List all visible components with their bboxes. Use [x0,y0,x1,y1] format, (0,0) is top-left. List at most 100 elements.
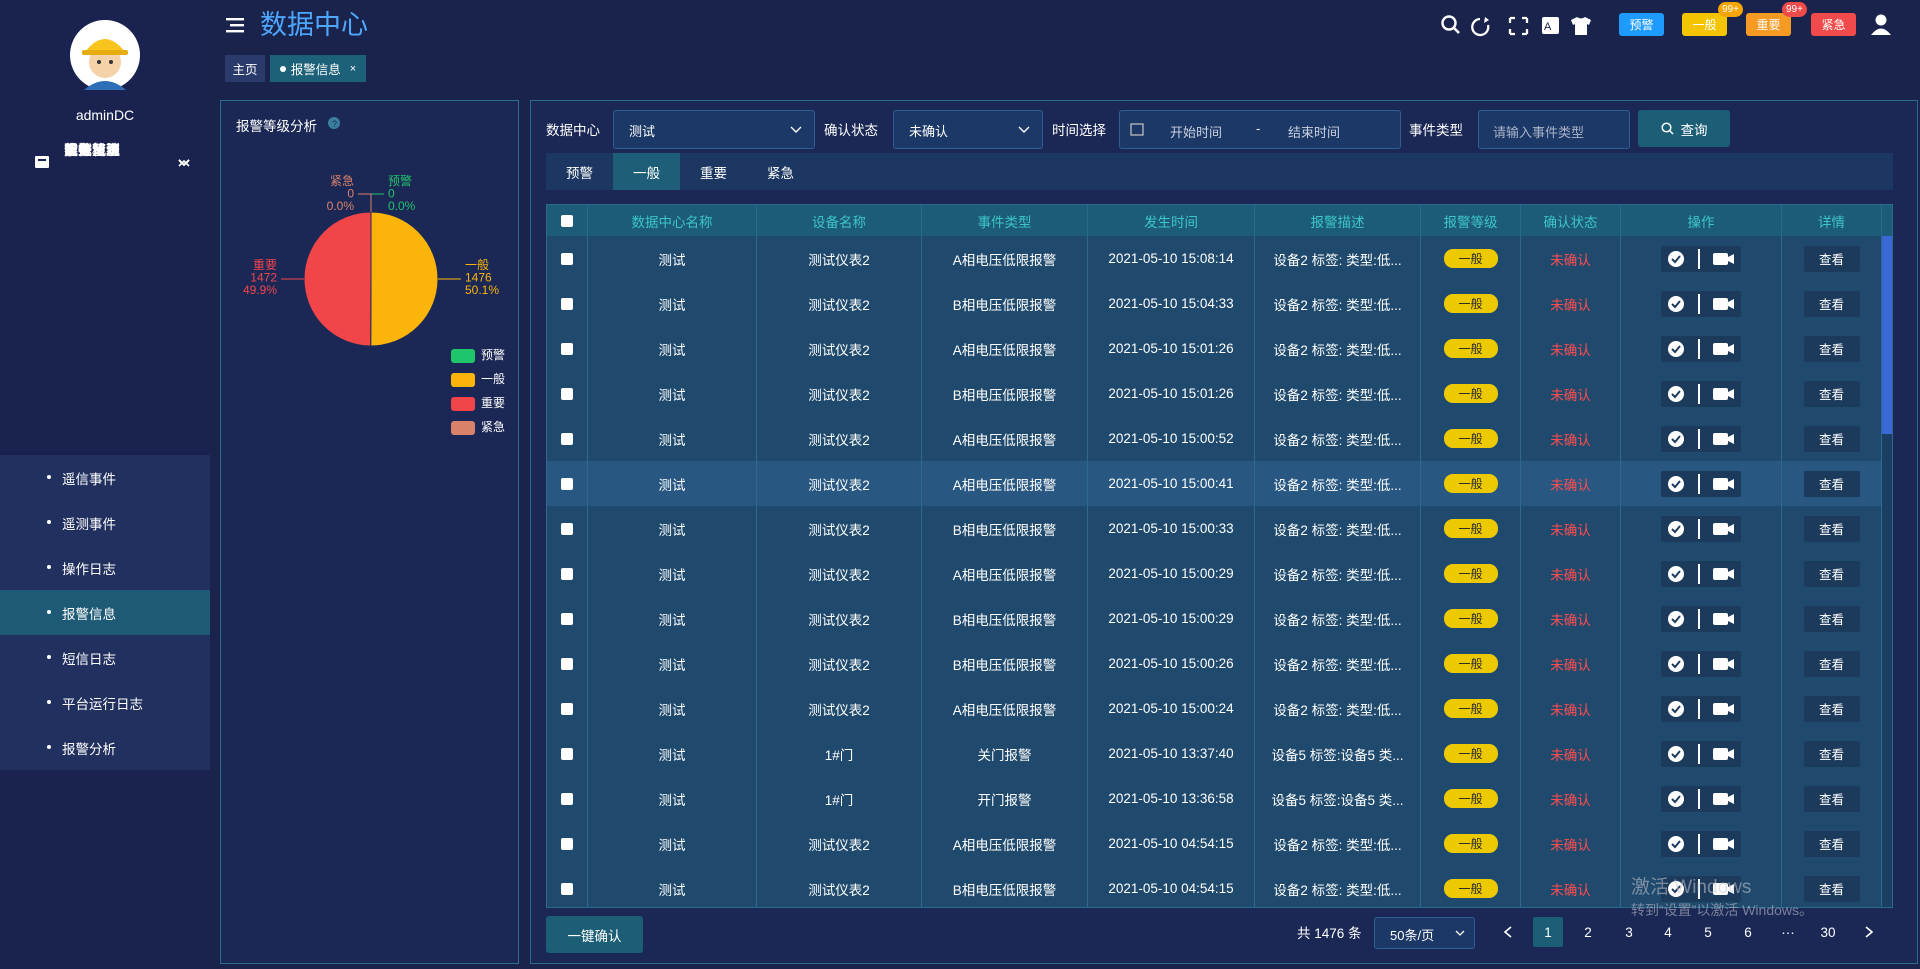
video-icon[interactable] [1713,342,1735,356]
confirm-icon[interactable] [1667,385,1685,403]
confirm-icon[interactable] [1667,475,1685,493]
checkbox[interactable] [561,613,573,625]
confirm-icon[interactable] [1667,295,1685,313]
confirm-icon[interactable] [1667,430,1685,448]
confirm-icon[interactable] [1667,700,1685,718]
checkbox[interactable] [561,298,573,310]
confirm-all-button[interactable]: 一键确认 [546,916,643,953]
video-icon[interactable] [1713,522,1735,536]
checkbox[interactable] [561,215,573,227]
submenu-item[interactable]: 报警信息 [0,590,210,635]
event-type-input[interactable]: 请输入事件类型 [1478,110,1630,149]
checkbox[interactable] [561,433,573,445]
alert-badge[interactable]: 预警 [1619,13,1664,36]
level-tab[interactable]: 一般 [613,153,680,190]
view-button[interactable]: 查看 [1804,606,1860,632]
checkbox[interactable] [561,253,573,265]
page-number[interactable]: 4 [1653,917,1683,947]
video-icon[interactable] [1713,792,1735,806]
view-button[interactable]: 查看 [1804,291,1860,317]
checkbox[interactable] [561,478,573,490]
confirm-icon[interactable] [1667,610,1685,628]
confirm-icon[interactable] [1667,655,1685,673]
checkbox[interactable] [561,793,573,805]
video-icon[interactable] [1713,567,1735,581]
view-button[interactable]: 查看 [1804,831,1860,857]
checkbox[interactable] [561,838,573,850]
level-badge: 一般 [1444,699,1498,718]
page-number[interactable]: 5 [1693,917,1723,947]
menu-toggle[interactable] [226,16,246,34]
user-icon[interactable] [1869,13,1893,37]
submenu-item[interactable]: 操作日志 [0,545,210,590]
submenu-item[interactable]: 遥测事件 [0,500,210,545]
view-button[interactable]: 查看 [1804,561,1860,587]
view-button[interactable]: 查看 [1804,876,1860,902]
page-number[interactable]: 3 [1614,917,1644,947]
alert-badge[interactable]: 一般 [1682,13,1727,36]
tab-close[interactable]: × [350,63,356,75]
confirm-icon[interactable] [1667,565,1685,583]
checkbox[interactable] [561,343,573,355]
video-icon[interactable] [1713,477,1735,491]
page-size-select[interactable]: 50条/页 [1374,917,1475,949]
alert-badge[interactable]: 重要 [1746,13,1791,36]
page-number[interactable]: 1 [1533,917,1563,947]
submenu-item[interactable]: 报警分析 [0,725,210,770]
checkbox[interactable] [561,388,573,400]
submenu-item[interactable]: 遥信事件 [0,455,210,500]
confirm-select[interactable]: 未确认 [893,110,1043,149]
alert-badge[interactable]: 紧急 [1811,13,1856,36]
confirm-icon[interactable] [1667,520,1685,538]
view-button[interactable]: 查看 [1804,246,1860,272]
page-tab[interactable]: 主页 [225,55,265,82]
level-tab[interactable]: 预警 [546,153,613,190]
video-icon[interactable] [1713,252,1735,266]
data-center-select[interactable]: 测试 [613,110,815,149]
submenu-item[interactable]: 平台运行日志 [0,680,210,725]
view-button[interactable]: 查看 [1804,426,1860,452]
confirm-icon[interactable] [1667,835,1685,853]
video-icon[interactable] [1713,612,1735,626]
checkbox[interactable] [561,703,573,715]
legend-label: 紧急 [481,419,505,434]
next-page[interactable] [1864,926,1874,938]
prev-page[interactable] [1503,926,1513,938]
video-icon[interactable] [1713,297,1735,311]
checkbox[interactable] [561,883,573,895]
checkbox[interactable] [561,658,573,670]
confirm-icon[interactable] [1667,745,1685,763]
submenu-item[interactable]: 短信日志 [0,635,210,680]
view-button[interactable]: 查看 [1804,516,1860,542]
view-button[interactable]: 查看 [1804,336,1860,362]
view-button[interactable]: 查看 [1804,381,1860,407]
page-tab[interactable]: 报警信息× [270,55,366,82]
view-button[interactable]: 查看 [1804,471,1860,497]
date-range[interactable]: 开始时间-结束时间 [1119,110,1401,149]
level-tab[interactable]: 紧急 [747,153,814,190]
view-button[interactable]: 查看 [1804,696,1860,722]
checkbox[interactable] [561,523,573,535]
page-number[interactable]: 2 [1573,917,1603,947]
checkbox[interactable] [561,748,573,760]
scrollbar-thumb[interactable] [1882,236,1892,434]
level-tab[interactable]: 重要 [680,153,747,190]
page-number[interactable]: 6 [1733,917,1763,947]
confirm-icon[interactable] [1667,250,1685,268]
video-icon[interactable] [1713,747,1735,761]
view-button[interactable]: 查看 [1804,651,1860,677]
video-icon[interactable] [1713,837,1735,851]
confirm-icon[interactable] [1667,340,1685,358]
checkbox-cell [547,551,588,596]
video-icon[interactable] [1713,702,1735,716]
page-number[interactable]: ··· [1773,917,1803,947]
video-icon[interactable] [1713,432,1735,446]
video-icon[interactable] [1713,387,1735,401]
view-button[interactable]: 查看 [1804,786,1860,812]
page-number[interactable]: 30 [1813,917,1843,947]
video-icon[interactable] [1713,657,1735,671]
query-button[interactable]: 查询 [1638,110,1730,147]
confirm-icon[interactable] [1667,790,1685,808]
view-button[interactable]: 查看 [1804,741,1860,767]
checkbox[interactable] [561,568,573,580]
